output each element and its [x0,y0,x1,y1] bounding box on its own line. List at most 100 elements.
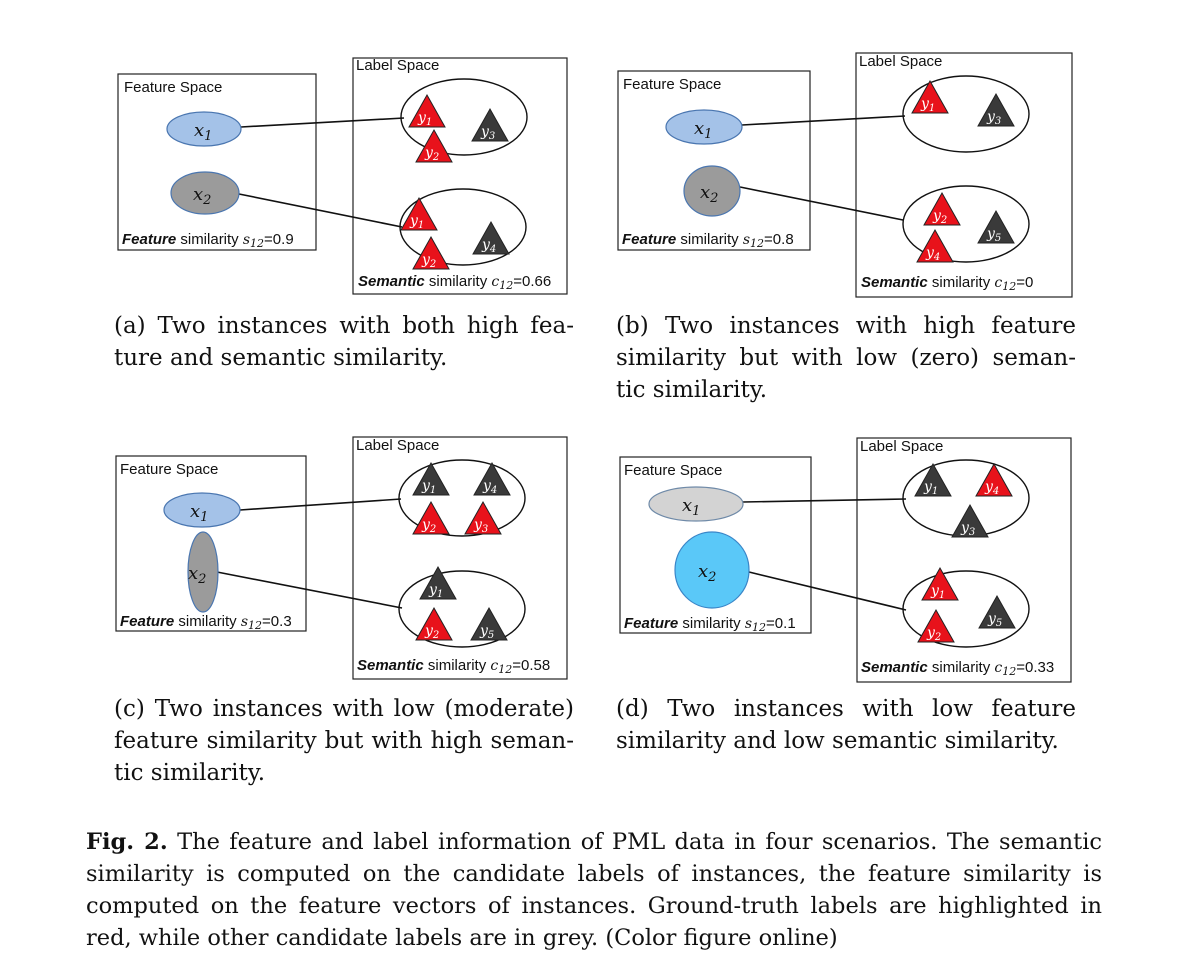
panel-a-diagram: Feature Space Label Space x1 x2 y1 y3 y2 y… [117,57,568,295]
label-set-1-triangles: y1 y3 y2 [408,93,509,163]
label-y2-triangle [412,500,450,535]
link-x2-set2 [739,186,904,221]
semantic-similarity-text: Semantic similarity c12=0.33 [861,659,1054,678]
label-y1-text: y1 [930,583,945,601]
label-y1-text: y1 [409,213,424,231]
label-set-2 [902,185,1030,263]
label-y3-triangle [471,107,509,142]
figure-caption: Fig. 2. The feature and label informatio… [86,826,1102,954]
label-set-2 [902,570,1030,648]
label-y4-text: y4 [482,478,497,496]
label-y1-text: y1 [920,96,935,114]
feature-similarity-text: Feature similarity s12=0.1 [624,615,796,634]
label-y3-text: y3 [480,124,495,142]
label-y2-triangle [412,235,450,270]
label-set-1-triangles: y1 y4 y3 [914,462,1013,538]
label-y3-triangle [951,503,989,538]
instance-x1-label: x1 [682,495,700,519]
label-y4-text: y4 [481,237,496,255]
label-y1-triangle [408,93,446,128]
instance-x1-ellipse [648,486,744,522]
link-x1-set1 [742,498,907,503]
semantic-similarity-text: Semantic similarity c12=0.58 [357,657,550,676]
label-y2-text: y2 [926,625,941,643]
label-y4-text: y4 [925,245,940,263]
instance-x1-ellipse [163,492,241,528]
label-y1-triangle [400,196,438,231]
label-y3-triangle [977,92,1015,127]
label-space-box [352,436,568,680]
panel-c: Feature Space Label Space x1 x2 y1 y4 y2 y3… [106,432,576,682]
link-x2-set2 [216,571,403,609]
label-y3-triangle [464,500,502,535]
label-y1-triangle [412,461,450,496]
feature-space-title: Feature Space [124,79,222,96]
instance-x2-ellipse [683,165,741,217]
label-y2-text: y2 [932,208,947,226]
label-set-1-triangles: y1 y3 [911,79,1015,127]
caption-b: (b) Two instances with high feature simi… [616,313,1076,403]
panel-d: Feature Space Label Space x1 x2 y1 y4 y3 y… [610,432,1080,683]
instance-x1-label: x1 [194,120,212,144]
label-y1-text: y1 [923,479,938,497]
link-x1-set1 [239,498,402,511]
label-y5-triangle [977,209,1015,244]
label-y4-triangle [916,228,954,263]
feature-space-box [117,73,317,251]
label-set-2 [398,570,526,648]
instance-x1-ellipse [166,111,242,147]
feature-space-box [115,455,307,632]
label-space-box [855,52,1073,298]
panel-d-diagram: Feature Space Label Space x1 x2 y1 y4 y3 y… [619,437,1072,683]
feature-space-title: Feature Space [624,462,722,479]
label-y2-triangle [415,128,453,163]
label-y2-triangle [917,608,955,643]
label-set-2 [399,188,527,266]
caption-a: (a) Two instances with both high fea- tu… [114,313,574,371]
label-y5-text: y5 [987,611,1002,629]
instance-x1-label: x1 [190,501,208,525]
semantic-similarity-text: Semantic similarity c12=0.66 [358,273,551,292]
label-y5-text: y5 [479,623,494,641]
feature-similarity-text: Feature similarity s12=0.9 [122,231,294,250]
feature-similarity-text: Feature similarity s12=0.3 [120,613,292,632]
feature-space-title: Feature Space [120,461,218,478]
instance-x2-label: x2 [700,182,718,206]
link-x2-set2 [238,193,403,228]
instance-x1-label: x1 [694,118,712,142]
label-y1-text: y1 [428,582,443,600]
feature-space-title: Feature Space [623,76,721,93]
label-y4-triangle [975,462,1013,497]
label-y1-triangle [911,79,949,114]
label-y1-triangle [419,565,457,600]
label-set-1-triangles: y1 y4 y2 y3 [412,461,511,535]
label-y2-text: y2 [421,517,436,535]
label-y1-text: y1 [421,478,436,496]
feature-space-box [619,456,812,634]
figure-caption-text: The feature and label information of PML… [86,829,1102,951]
label-y4-text: y4 [984,479,999,497]
label-space-box [352,57,568,295]
label-set-1 [400,78,528,156]
figure-caption-label: Fig. 2. [86,829,168,855]
label-space-title: Label Space [860,438,943,455]
label-set-2-triangles: y1 y4 y2 [400,196,510,270]
instance-x2-ellipse [674,531,750,609]
label-space-box [856,437,1072,683]
feature-similarity-text: Feature similarity s12=0.8 [622,231,794,250]
label-space-title: Label Space [356,57,439,74]
link-x2-set2 [748,571,907,611]
label-y2-triangle [923,191,961,226]
instance-x2-ellipse [170,171,240,215]
instance-x2-label: x2 [188,563,206,587]
label-y2-text: y2 [421,252,436,270]
label-y4-triangle [472,220,510,255]
label-y2-text: y2 [424,623,439,641]
panel-b: Feature Space Label Space x1 x2 y1 y3 y2 y… [610,47,1080,298]
instance-x2-label: x2 [193,184,211,208]
feature-space-box [617,70,811,251]
label-y1-triangle [914,462,952,497]
label-set-2-triangles: y1 y5 y2 [917,566,1016,643]
